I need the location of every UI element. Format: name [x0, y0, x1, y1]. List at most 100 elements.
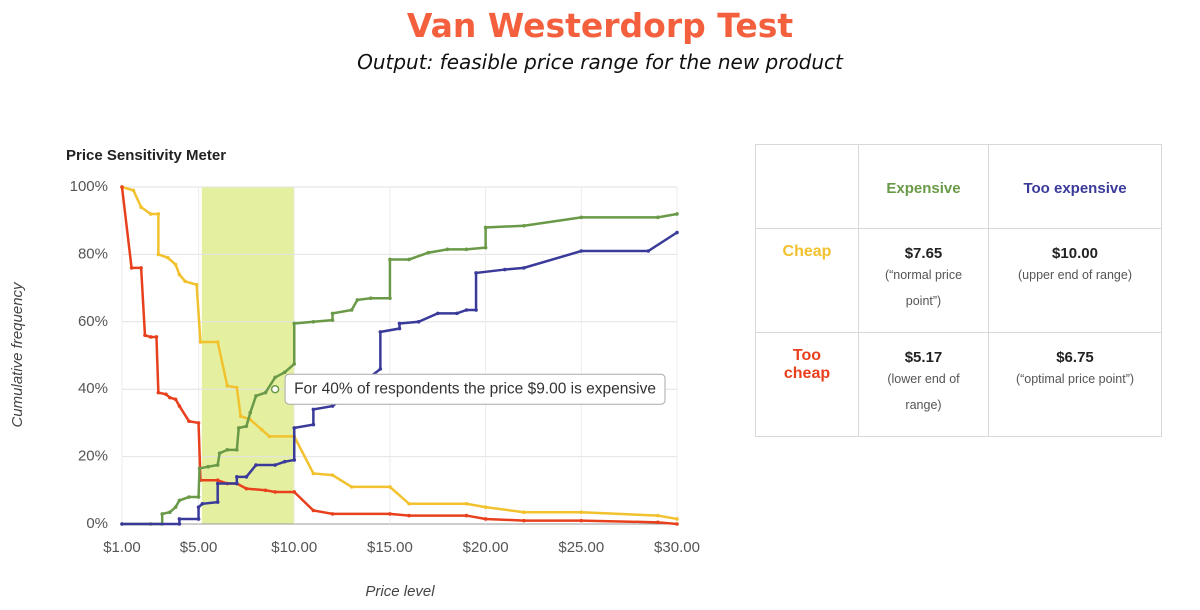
data-point [483, 245, 488, 250]
cell-value: $7.65 [904, 245, 943, 262]
x-tick-label: $25.00 [558, 539, 604, 556]
data-point [235, 448, 239, 452]
data-point [646, 249, 651, 253]
data-point [407, 257, 411, 262]
data-point [388, 485, 392, 489]
data-point [502, 267, 507, 272]
data-point [215, 478, 220, 482]
cell-note: (lower end of range) [887, 372, 960, 412]
data-point [196, 505, 201, 509]
data-point [187, 419, 191, 424]
data-point [177, 517, 182, 521]
x-tick-label: $30.00 [654, 539, 700, 556]
data-point [656, 215, 660, 220]
data-point [244, 424, 249, 429]
data-point [139, 266, 143, 270]
data-point [522, 266, 526, 270]
data-point [168, 395, 172, 400]
data-point [311, 422, 316, 427]
data-point [330, 473, 335, 477]
data-point [388, 512, 392, 516]
data-point [244, 475, 249, 479]
y-tick-label: 100% [70, 178, 108, 195]
data-point [368, 296, 373, 301]
data-point [215, 500, 220, 504]
data-point [464, 513, 469, 518]
data-point [474, 271, 478, 275]
data-point [148, 335, 153, 339]
data-point [579, 215, 584, 220]
data-point [196, 517, 201, 521]
data-point [311, 508, 316, 513]
data-point [196, 495, 201, 499]
data-point [407, 513, 411, 518]
cell-note: (“optimal price point”) [1015, 372, 1135, 386]
y-tick-label: 20% [78, 448, 108, 465]
data-point [330, 311, 335, 316]
x-tick-label: $1.00 [103, 539, 141, 556]
data-point [120, 185, 124, 189]
y-tick-label: 40% [78, 380, 108, 397]
data-point [168, 510, 172, 515]
data-point [148, 212, 153, 216]
data-point [464, 501, 469, 506]
data-point [474, 308, 478, 312]
tooltip-text: For 40% of respondents the price $9.00 i… [294, 380, 656, 397]
data-point [407, 501, 411, 506]
data-point [273, 463, 277, 467]
row-header: Too cheap [755, 332, 859, 437]
data-point [248, 410, 253, 415]
data-point [292, 458, 297, 462]
cell-value: $6.75 [1056, 349, 1094, 366]
data-point [483, 517, 488, 521]
data-point [388, 296, 392, 301]
data-point [120, 522, 124, 526]
data-point [464, 308, 469, 312]
data-point [522, 223, 526, 228]
data-point [273, 490, 277, 494]
data-point [173, 397, 178, 402]
y-tick-label: 60% [78, 313, 108, 330]
data-point [483, 505, 488, 509]
data-point [445, 247, 450, 252]
data-point [259, 427, 264, 432]
data-point [378, 330, 383, 334]
column-header: Too expensive [988, 144, 1162, 229]
data-point [426, 250, 431, 255]
highlight-band [201, 187, 295, 524]
data-point [292, 426, 297, 430]
data-point [311, 471, 316, 476]
data-point [164, 392, 168, 397]
data-point [194, 282, 199, 287]
y-tick-label: 0% [86, 515, 108, 532]
data-point [129, 266, 134, 270]
results-table: Expensive Too expensive Cheap $7.65 (“nor… [755, 144, 1162, 437]
data-point [675, 212, 679, 216]
data-point [464, 247, 469, 252]
data-point [131, 188, 136, 193]
data-point [263, 390, 268, 395]
data-point [282, 370, 287, 375]
data-point [173, 505, 178, 509]
data-point [435, 311, 440, 316]
data-point [330, 318, 335, 322]
data-point [378, 367, 383, 371]
cell-value: $5.17 [904, 349, 943, 366]
data-point [416, 320, 421, 324]
y-axis-title: Cumulative frequency [9, 281, 26, 428]
data-point [183, 279, 187, 284]
data-point [254, 463, 258, 467]
data-point [236, 426, 241, 430]
data-point [235, 475, 239, 479]
data-point [388, 257, 392, 262]
data-point [215, 463, 220, 467]
data-point [311, 320, 316, 324]
data-point [143, 333, 147, 338]
annotation-point [270, 384, 280, 394]
data-point [235, 481, 239, 486]
data-point [330, 404, 335, 408]
x-tick-label: $15.00 [367, 539, 413, 556]
data-point [160, 512, 164, 516]
data-point [579, 249, 584, 253]
data-point [198, 340, 203, 344]
